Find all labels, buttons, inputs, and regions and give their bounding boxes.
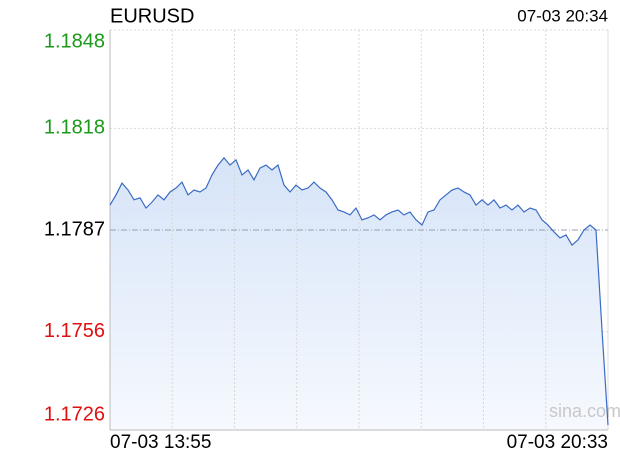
timestamp: 07-03 20:34 bbox=[517, 6, 608, 25]
line bbox=[109, 156, 609, 426]
y-tick-label: 1.1756 bbox=[44, 320, 105, 342]
watermark: sina.com bbox=[549, 401, 620, 421]
y-tick-label: 1.1848 bbox=[44, 30, 105, 52]
y-tick-label: 1.1787 bbox=[44, 218, 105, 240]
x-tick-label: 07-03 13:55 bbox=[110, 432, 211, 453]
y-tick-label: 1.1818 bbox=[44, 117, 105, 139]
y-tick-label: 1.1726 bbox=[44, 403, 105, 425]
x-tick-label: 07-03 20:33 bbox=[507, 432, 608, 453]
area bbox=[110, 157, 608, 430]
chart-title: EURUSD bbox=[110, 5, 194, 27]
